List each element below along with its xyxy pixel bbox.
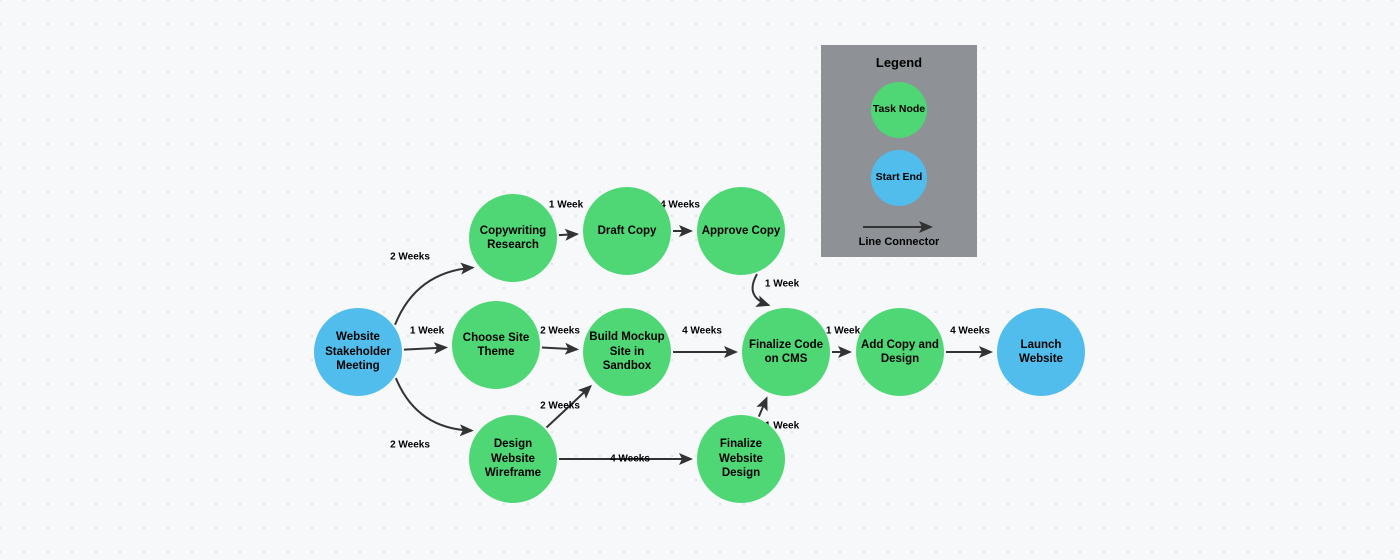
edge-label-buildmockup-finalizecode: 4 Weeks (682, 326, 722, 337)
node-label-copyresearch: Copywriting Research (473, 224, 553, 253)
edge-label-addcopy-launch: 4 Weeks (950, 326, 990, 337)
node-finalizecode: Finalize Code on CMS (742, 308, 830, 396)
legend-task-node: Task Node (871, 82, 927, 138)
node-label-stakeholder: Website Stakeholder Meeting (318, 330, 398, 373)
legend-connector-label: Line Connector (859, 236, 940, 248)
node-label-choosetheme: Choose Site Theme (456, 331, 536, 360)
edge-label-choosetheme-buildmockup: 2 Weeks (540, 326, 580, 337)
legend-startend-label: Start End (876, 171, 923, 184)
diagram-canvas: Legend Task Node Start End Line Connecto… (0, 0, 1400, 560)
edge-stakeholder-choosetheme (404, 348, 446, 350)
edge-label-stakeholder-wireframe: 2 Weeks (390, 440, 430, 451)
node-label-buildmockup: Build Mockup Site in Sandbox (587, 330, 667, 373)
edge-finalizedesign-finalizecode (759, 398, 767, 417)
legend-startend-node: Start End (871, 150, 927, 206)
node-finalizedesign: Finalize Website Design (697, 415, 785, 503)
node-label-addcopy: Add Copy and Design (860, 338, 940, 367)
edge-label-stakeholder-choosetheme: 1 Week (410, 326, 444, 337)
legend-title: Legend (876, 55, 922, 70)
edge-label-wireframe-finalizedesign: 4 Weeks (610, 454, 650, 465)
node-choosetheme: Choose Site Theme (452, 301, 540, 389)
node-stakeholder: Website Stakeholder Meeting (314, 308, 402, 396)
edge-label-copyresearch-draftcopy: 1 Week (549, 200, 583, 211)
edge-label-approvecopy-finalizecode: 1 Week (765, 279, 799, 290)
edge-label-finalizecode-addcopy: 1 Week (826, 326, 860, 337)
legend-task-label: Task Node (873, 103, 925, 116)
node-copyresearch: Copywriting Research (469, 194, 557, 282)
node-buildmockup: Build Mockup Site in Sandbox (583, 308, 671, 396)
node-label-finalizedesign: Finalize Website Design (701, 437, 781, 480)
node-wireframe: Design Website Wireframe (469, 415, 557, 503)
edge-copyresearch-draftcopy (559, 234, 577, 235)
node-label-launch: Launch Website (1001, 338, 1081, 367)
node-launch: Launch Website (997, 308, 1085, 396)
legend-panel: Legend Task Node Start End Line Connecto… (821, 45, 977, 257)
node-approvecopy: Approve Copy (697, 187, 785, 275)
node-label-approvecopy: Approve Copy (702, 224, 781, 238)
node-draftcopy: Draft Copy (583, 187, 671, 275)
node-addcopy: Add Copy and Design (856, 308, 944, 396)
edge-choosetheme-buildmockup (542, 347, 577, 349)
legend-arrow-icon (859, 220, 939, 234)
edge-label-draftcopy-approvecopy: 4 Weeks (660, 200, 700, 211)
edge-stakeholder-wireframe (396, 378, 472, 430)
node-label-draftcopy: Draft Copy (598, 224, 657, 238)
legend-connector: Line Connector (859, 220, 940, 248)
edge-label-wireframe-buildmockup: 2 Weeks (540, 401, 580, 412)
node-label-wireframe: Design Website Wireframe (473, 437, 553, 480)
edge-label-stakeholder-copyresearch: 2 Weeks (390, 252, 430, 263)
node-label-finalizecode: Finalize Code on CMS (746, 338, 826, 367)
